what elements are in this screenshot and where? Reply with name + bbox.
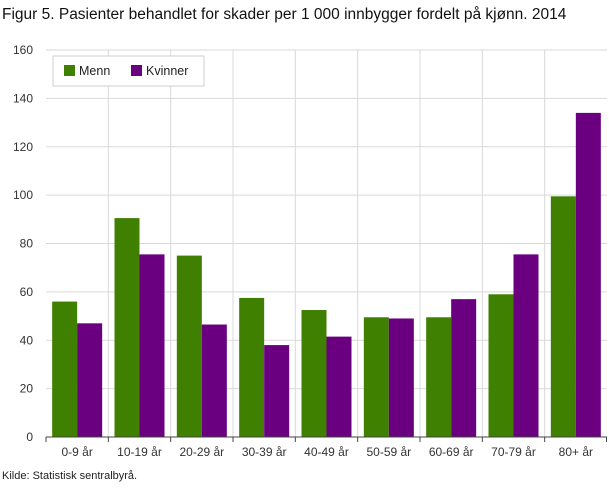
bar-menn-7 [488, 294, 514, 437]
bar-menn-8 [550, 196, 576, 437]
x-tick-label: 70-79 år [491, 445, 536, 459]
y-tick-label: 40 [20, 333, 34, 347]
y-tick-label: 120 [13, 140, 33, 154]
legend-box [52, 55, 205, 87]
bar-kvinner-1 [139, 254, 165, 437]
bar-kvinner-3 [264, 345, 290, 437]
y-tick-label: 140 [13, 91, 33, 105]
y-tick-label: 0 [26, 430, 33, 444]
x-tick-label: 50-59 år [366, 445, 411, 459]
y-tick-label: 60 [20, 285, 34, 299]
y-tick-label: 20 [20, 382, 34, 396]
x-tick-label: 20-29 år [179, 445, 224, 459]
x-tick-label: 60-69 år [429, 445, 474, 459]
bar-kvinner-4 [326, 336, 352, 437]
legend-swatch-menn [64, 65, 75, 76]
source-note: Kilde: Statistisk sentralbyrå. [2, 470, 138, 482]
bar-menn-6 [426, 317, 452, 437]
bar-menn-1 [114, 218, 140, 437]
y-axis-ticks: 0 20 40 60 80 100 120 140 160 [13, 43, 33, 444]
x-axis-ticks: 0-9 år 10-19 år 20-29 år 30-39 år 40-49 år 50… [45, 437, 607, 459]
y-tick-label: 160 [13, 43, 33, 57]
legend-label-menn: Menn [79, 64, 110, 78]
x-tick-label: 30-39 år [242, 445, 287, 459]
bar-kvinner-0 [77, 323, 103, 437]
bar-menn-3 [239, 297, 265, 437]
chart-title: Figur 5. Pasienter behandlet for skader … [2, 6, 567, 23]
legend: Menn Kvinner [52, 55, 205, 87]
bar-kvinner-7 [513, 254, 539, 437]
y-tick-label: 100 [13, 188, 33, 202]
bar-kvinner-5 [388, 318, 414, 437]
legend-swatch-kvinner [131, 65, 142, 76]
x-tick-label: 40-49 år [304, 445, 349, 459]
bar-menn-2 [176, 255, 202, 437]
x-tick-label: 0-9 år [61, 445, 92, 459]
bar-menn-4 [301, 310, 327, 437]
bar-menn-0 [52, 301, 78, 437]
bars [52, 112, 601, 437]
x-tick-label: 10-19 år [117, 445, 162, 459]
bar-menn-5 [363, 317, 389, 437]
bar-kvinner-2 [201, 324, 227, 437]
bar-kvinner-8 [575, 112, 601, 437]
x-tick-label: 80+ år [559, 445, 593, 459]
legend-label-kvinner: Kvinner [146, 64, 188, 78]
bar-kvinner-6 [451, 299, 477, 437]
y-tick-label: 80 [20, 237, 34, 251]
